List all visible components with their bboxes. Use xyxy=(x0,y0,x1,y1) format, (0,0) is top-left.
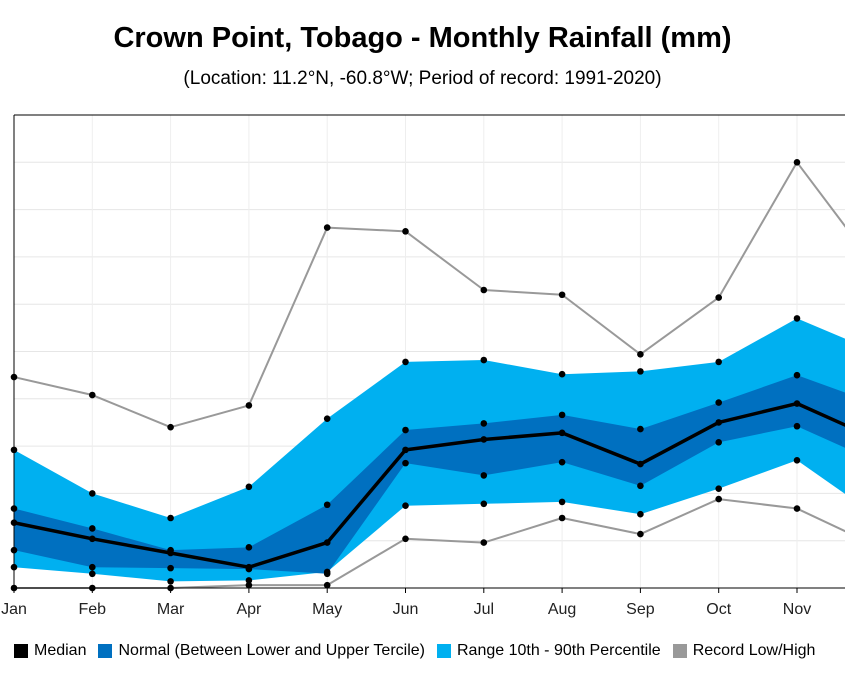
range-lower-point xyxy=(167,578,174,585)
range-lower-point xyxy=(637,510,644,518)
x-tick-label: Feb xyxy=(79,601,107,618)
normal-upper-point xyxy=(402,426,409,434)
range-lower-point xyxy=(89,570,96,578)
normal-lower-point xyxy=(637,482,644,490)
normal-lower-point xyxy=(793,422,801,430)
record-high-point xyxy=(637,351,644,358)
record-high-point xyxy=(715,294,722,301)
record-low-point xyxy=(402,535,409,543)
record-low-point xyxy=(480,539,488,546)
range-lower-point xyxy=(715,485,722,492)
normal-upper-point xyxy=(323,501,331,509)
range-lower-point xyxy=(558,498,566,506)
range-upper-point xyxy=(402,358,409,366)
median-point xyxy=(245,563,253,571)
x-tick-label: Aug xyxy=(548,601,576,618)
median-point xyxy=(793,400,801,407)
normal-upper-point xyxy=(245,544,253,551)
legend: Median Normal (Between Lower and Upper T… xyxy=(14,642,827,660)
normal-upper-point xyxy=(89,525,96,532)
legend-swatch-normal xyxy=(98,644,113,658)
normal-lower-point xyxy=(558,458,566,466)
record-low-point xyxy=(323,581,331,589)
normal-upper-point xyxy=(558,411,566,419)
range-upper-point xyxy=(715,358,722,366)
x-tick-label: Nov xyxy=(783,601,811,618)
x-tick-label: Mar xyxy=(157,601,185,618)
normal-lower-point xyxy=(715,439,722,446)
record-low-point xyxy=(793,505,801,512)
legend-swatch-range xyxy=(437,644,451,658)
range-lower-point xyxy=(793,456,801,464)
x-tick-label: Apr xyxy=(236,601,262,618)
record-low-point xyxy=(715,495,722,503)
x-tick-label: Sep xyxy=(626,601,655,618)
median-point xyxy=(637,460,644,468)
normal-upper-point xyxy=(637,425,644,433)
record-high-point xyxy=(558,291,566,299)
legend-label-record: Record Low/High xyxy=(692,642,816,659)
median-point xyxy=(402,446,409,454)
range-lower-point xyxy=(245,577,253,584)
record-low-point xyxy=(245,581,253,589)
median-point xyxy=(558,429,566,437)
normal-lower-point xyxy=(480,472,488,479)
median-line xyxy=(13,401,845,569)
range-lower-point xyxy=(402,502,409,509)
record-high-point xyxy=(402,228,409,235)
legend-label-range: Range 10th - 90th Percentile xyxy=(457,642,661,659)
x-tick-label: May xyxy=(312,601,342,618)
normal-band xyxy=(14,375,845,574)
legend-label-median: Median xyxy=(34,642,87,659)
median-point xyxy=(167,549,174,557)
range-upper-point xyxy=(89,490,96,497)
record-high-point xyxy=(245,402,253,409)
range-lower-point xyxy=(480,500,488,508)
record-high-point xyxy=(89,391,96,399)
range-upper-point xyxy=(480,356,488,364)
range-upper-point xyxy=(245,483,253,491)
range-upper-point xyxy=(167,514,174,522)
range-upper-point xyxy=(637,368,644,375)
x-tick-label: Jul xyxy=(474,601,494,618)
x-tick-label: Jun xyxy=(393,601,419,618)
legend-swatch-median xyxy=(14,644,28,658)
range-upper-point xyxy=(793,315,801,322)
legend-label-normal: Normal (Between Lower and Upper Tercile) xyxy=(118,642,425,659)
record-low-point xyxy=(637,530,644,538)
record-high-point xyxy=(480,286,488,294)
normal-lower-point xyxy=(323,570,331,578)
legend-item-record: Record Low/High xyxy=(672,642,816,660)
median-point xyxy=(480,436,488,443)
chart-subtitle: (Location: 11.2°N, -60.8°W; Period of re… xyxy=(183,68,662,89)
x-tick-label: Oct xyxy=(706,601,731,618)
record-low-point xyxy=(558,514,566,522)
median-point xyxy=(715,419,722,426)
legend-item-range: Range 10th - 90th Percentile xyxy=(437,642,661,660)
normal-lower-point xyxy=(402,459,409,467)
normal-lower-point xyxy=(89,563,96,571)
median-point xyxy=(89,535,96,543)
chart-title: Crown Point, Tobago - Monthly Rainfall (… xyxy=(113,22,732,54)
normal-upper-point xyxy=(715,399,722,406)
legend-item-normal: Normal (Between Lower and Upper Tercile) xyxy=(98,642,425,660)
record-high-line xyxy=(13,161,845,429)
normal-lower-point xyxy=(167,564,174,572)
range-upper-point xyxy=(558,370,566,378)
normal-upper-point xyxy=(480,420,488,427)
legend-swatch-record xyxy=(672,644,687,658)
normal-upper-point xyxy=(793,371,801,379)
record-high-point xyxy=(323,224,331,231)
range-upper-point xyxy=(323,415,331,422)
median-point xyxy=(323,539,331,546)
record-high-point xyxy=(167,423,174,431)
legend-item-median: Median xyxy=(14,642,86,660)
record-high-point xyxy=(793,159,801,166)
x-tick-label: Jan xyxy=(1,601,27,618)
